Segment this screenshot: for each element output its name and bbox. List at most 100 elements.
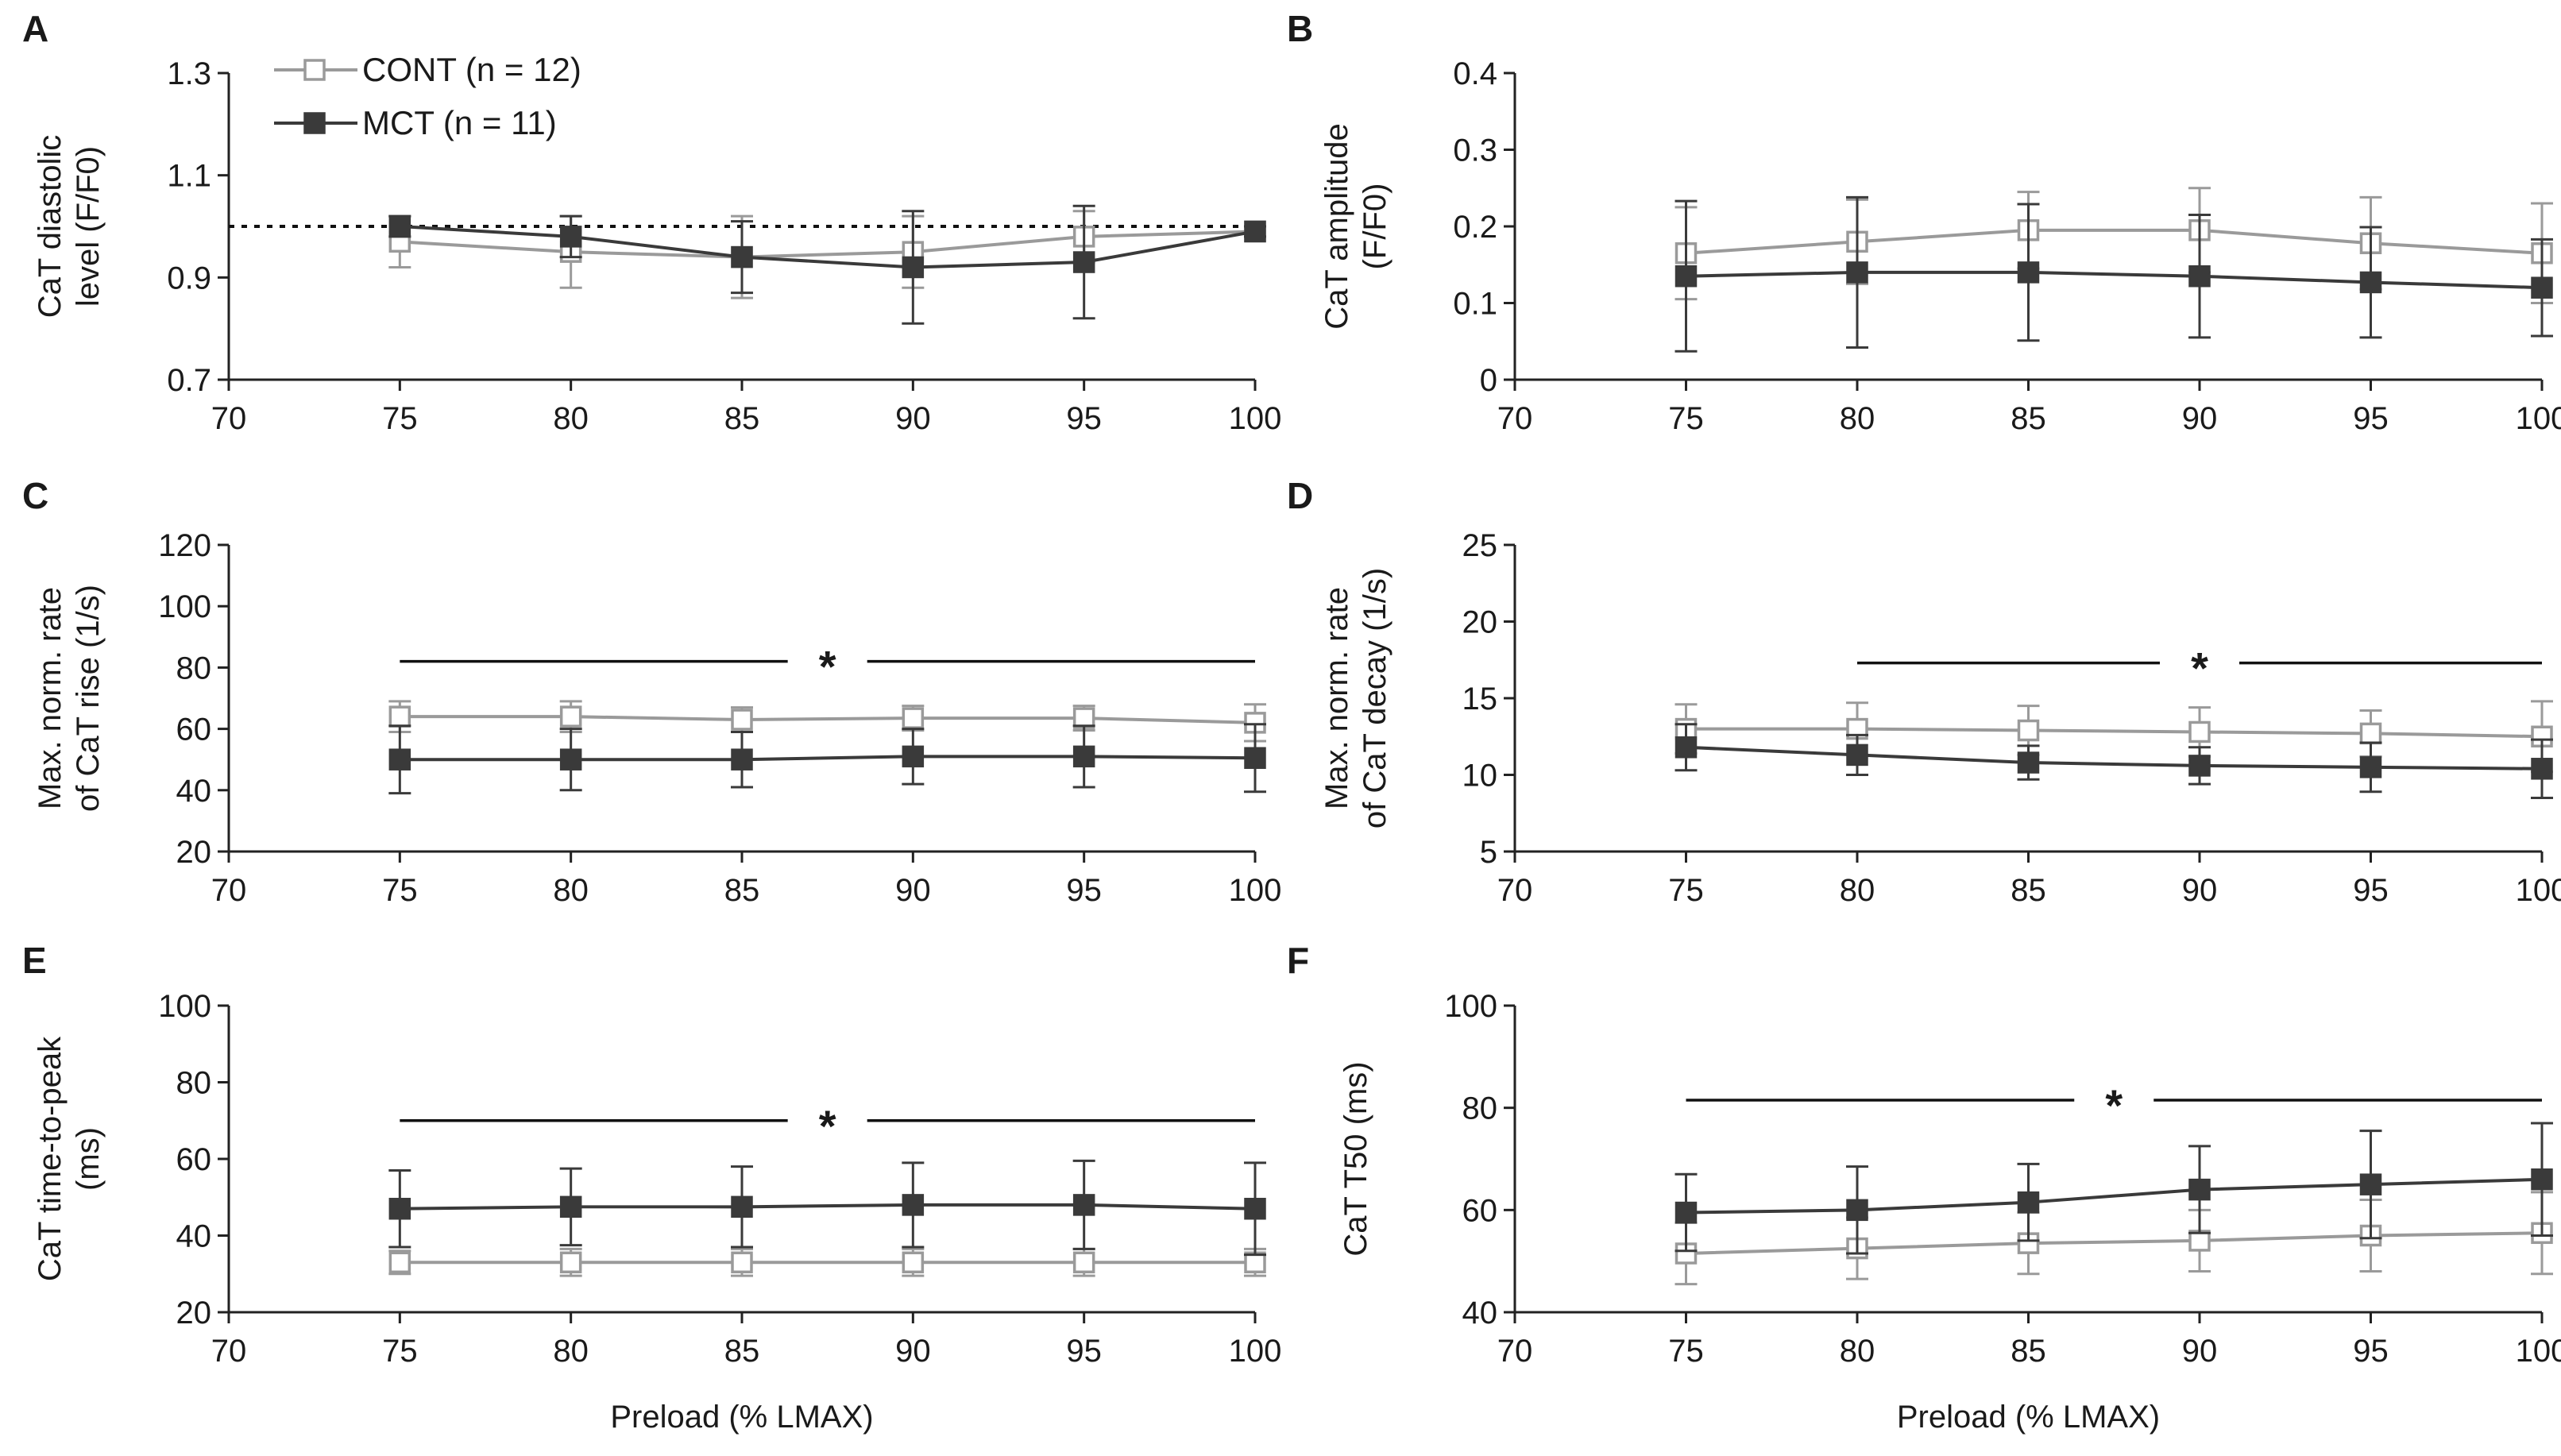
significance-star: *	[819, 1101, 836, 1151]
data-point	[1072, 1194, 1095, 1216]
y-axis-title: of CaT decay (1/s)	[1358, 568, 1393, 828]
legend-marker	[303, 112, 326, 134]
y-tick-label: 100	[1444, 989, 1497, 1024]
x-tick-label: 80	[1840, 873, 1875, 908]
x-tick-label: 80	[553, 401, 589, 436]
data-point	[1072, 707, 1095, 729]
data-point	[388, 1197, 411, 1220]
y-tick-label: 20	[176, 1296, 212, 1330]
y-tick-label: 60	[176, 1142, 212, 1177]
x-tick-label: 100	[2516, 401, 2561, 436]
data-point	[902, 1251, 925, 1274]
series-mct	[388, 204, 1266, 325]
data-point	[388, 1251, 411, 1274]
data-point	[559, 226, 582, 248]
series-cont	[1674, 1191, 2553, 1286]
series-mct	[388, 1159, 1266, 1257]
data-point	[388, 748, 411, 770]
data-point	[2531, 1168, 2553, 1191]
y-tick-label: 25	[1462, 528, 1498, 563]
series-line	[1686, 1177, 2543, 1215]
y-tick-label: 0	[1480, 363, 1497, 398]
y-tick-label: 1.3	[167, 56, 211, 91]
x-tick-label: 70	[1497, 873, 1533, 908]
data-point	[2359, 722, 2382, 745]
series-line	[1686, 228, 2543, 255]
legend: CONT (n = 12) MCT (n = 11)	[274, 51, 581, 141]
y-axis-title: level (F/F0)	[71, 146, 106, 307]
y-tick-label: 15	[1462, 682, 1498, 716]
series-line	[400, 230, 1256, 259]
chart-panel-e: E 20 40 60 80 100 70 75 80 85 90 95 100 CaT time-to-p…	[22, 940, 1281, 1435]
x-tick-label: 70	[211, 401, 247, 436]
series-line	[400, 715, 1256, 724]
data-point	[2017, 751, 2040, 774]
data-point	[731, 1195, 753, 1218]
data-point	[2359, 756, 2382, 778]
series-cont	[1674, 187, 2553, 304]
y-tick-label: 40	[176, 1219, 212, 1254]
significance-star: *	[819, 642, 836, 692]
data-point	[2188, 720, 2211, 743]
data-point	[1846, 261, 1868, 284]
x-tick-label: 95	[2353, 401, 2389, 436]
panel-letter: F	[1287, 940, 1309, 981]
series-line	[400, 755, 1256, 762]
chart-panel-d: D 5 10 15 20 25 70 75 80 85 90 95 100 Max. norm. rate…	[1287, 475, 2561, 908]
data-point	[2359, 1173, 2382, 1195]
x-tick-label: 80	[553, 1334, 589, 1369]
series-mct	[388, 723, 1266, 795]
data-point	[731, 709, 753, 731]
y-tick-label: 40	[1462, 1296, 1498, 1330]
data-point	[388, 705, 411, 728]
legend-label: MCT (n = 11)	[362, 104, 557, 141]
y-tick-label: 0.7	[167, 363, 211, 398]
data-point	[902, 745, 925, 768]
x-tick-label: 90	[2182, 401, 2218, 436]
data-point	[388, 215, 411, 238]
data-point	[902, 256, 925, 279]
data-point	[902, 707, 925, 729]
data-point	[1072, 745, 1095, 768]
data-point	[2017, 1191, 2040, 1214]
chart-panel-f: F 40 60 80 100 70 75 80 85 90 95 100 CaT T50 (ms) Pre…	[1287, 940, 2561, 1435]
legend-label: CONT (n = 12)	[362, 51, 581, 88]
x-tick-label: 70	[211, 873, 247, 908]
series-cont	[388, 1247, 1266, 1277]
legend-marker	[303, 59, 326, 81]
series-line	[1686, 270, 2543, 290]
x-tick-label: 75	[1668, 873, 1704, 908]
significance-star: *	[2191, 643, 2208, 693]
series-cont	[1674, 700, 2553, 774]
y-tick-label: 20	[1462, 605, 1498, 640]
x-tick-label: 95	[1066, 401, 1102, 436]
x-tick-label: 85	[2011, 1334, 2046, 1369]
data-point	[902, 1194, 925, 1216]
y-tick-label: 100	[158, 989, 211, 1024]
series-line	[400, 225, 1256, 269]
x-tick-label: 95	[1066, 1334, 1102, 1369]
data-point	[559, 1195, 582, 1218]
data-point	[1674, 1201, 1698, 1224]
x-tick-label: 75	[382, 401, 418, 436]
x-tick-label: 90	[2182, 1334, 2218, 1369]
panel-letter: B	[1287, 8, 1313, 49]
y-tick-label: 0.1	[1453, 287, 1497, 322]
y-axis-title: CaT diastolic	[33, 135, 68, 318]
data-point	[2017, 261, 2040, 284]
series-mct	[1674, 723, 2553, 799]
data-point	[1244, 220, 1266, 243]
data-point	[559, 1251, 582, 1274]
x-tick-label: 70	[1497, 1334, 1533, 1369]
y-tick-label: 60	[176, 713, 212, 747]
y-tick-label: 5	[1480, 835, 1497, 870]
y-tick-label: 80	[176, 651, 212, 686]
x-tick-label: 85	[2011, 401, 2046, 436]
panel-letter: C	[22, 475, 48, 516]
x-tick-label: 95	[2353, 1334, 2389, 1369]
panel-letter: D	[1287, 475, 1313, 516]
data-point	[2359, 271, 2382, 294]
series-line	[1686, 727, 2543, 739]
x-tick-label: 80	[1840, 401, 1875, 436]
data-point	[559, 705, 582, 728]
